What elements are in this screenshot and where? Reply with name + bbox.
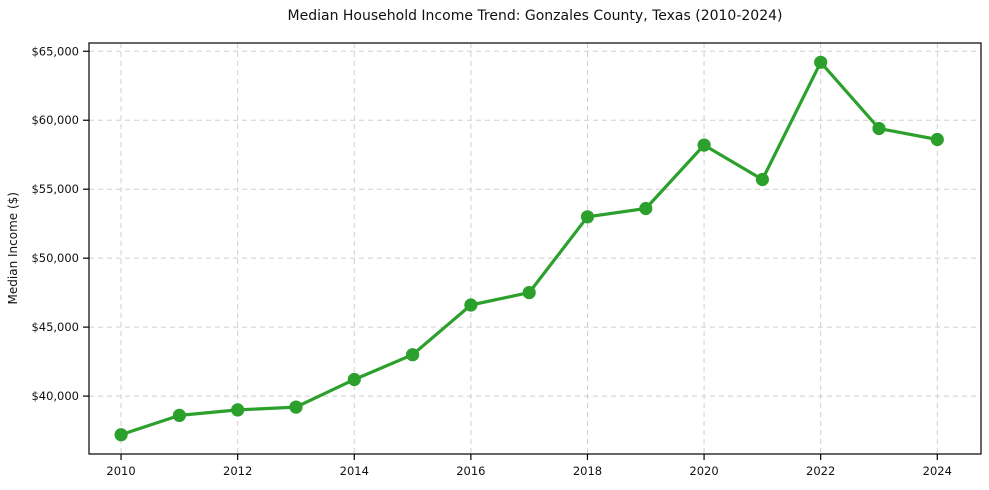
- axis-ticks: [83, 50, 938, 460]
- data-point-2017: [522, 286, 536, 300]
- data-point-2024: [930, 132, 944, 147]
- data-point-2016: [464, 298, 478, 312]
- trend-line: [119, 60, 939, 437]
- data-point-2023: [872, 121, 886, 136]
- y-axis-label: Median Income ($): [6, 192, 20, 305]
- y-tick-label: $60,000: [31, 113, 79, 127]
- data-point-2013: [289, 400, 303, 414]
- data-point-2018: [580, 210, 595, 224]
- y-tick-labels: $40,000 $45,000 $50,000 $55,000 $60,000 $65,0…: [31, 44, 79, 403]
- data-point-2022: [814, 55, 828, 69]
- y-tick-label: $45,000: [31, 320, 79, 334]
- gridlines: [89, 43, 981, 454]
- x-tick-label: 2022: [806, 464, 835, 478]
- x-tick-label: 2010: [106, 464, 135, 478]
- data-point-2012: [231, 403, 245, 417]
- data-point-2014: [347, 372, 361, 387]
- x-tick-label: 2020: [689, 464, 718, 478]
- y-tick-label: $65,000: [31, 44, 79, 58]
- data-points: [114, 55, 944, 442]
- x-tick-labels: 2010 2012 2014 2016 2018 2020 2022 2024: [106, 464, 951, 478]
- plot-frame: [88, 42, 982, 455]
- y-tick-label: $55,000: [31, 182, 79, 196]
- chart-title: Median Household Income Trend: Gonzales …: [287, 8, 783, 24]
- x-tick-label: 2014: [340, 464, 369, 478]
- y-tick-label: $40,000: [31, 389, 79, 403]
- y-axis-label-wrap: Median Income ($): [4, 43, 22, 454]
- data-point-2011: [172, 408, 186, 422]
- x-tick-label: 2012: [223, 464, 252, 478]
- data-point-2021: [755, 172, 770, 187]
- x-tick-label: 2016: [456, 464, 485, 478]
- y-tick-label: $50,000: [31, 251, 79, 265]
- data-point-2015: [406, 348, 420, 362]
- x-tick-label: 2024: [923, 464, 952, 478]
- x-tick-label: 2018: [573, 464, 602, 478]
- data-point-2010: [114, 428, 128, 442]
- data-point-2020: [697, 138, 711, 152]
- data-point-2019: [639, 201, 653, 216]
